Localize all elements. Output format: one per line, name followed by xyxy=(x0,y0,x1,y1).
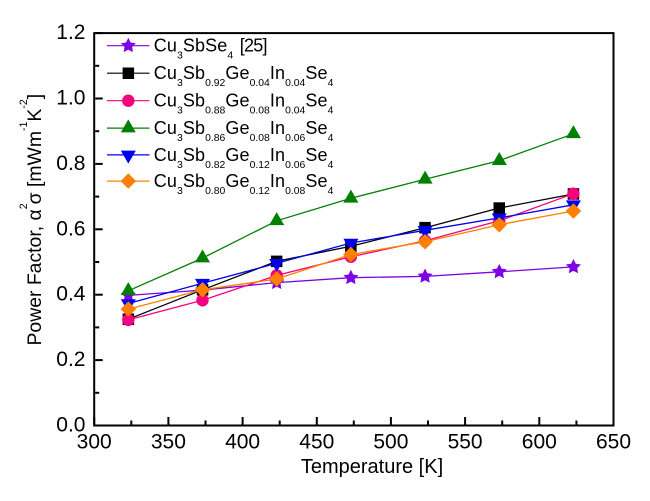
svg-text:Cu3Sb0.86Ge0.08In0.06Se4: Cu3Sb0.86Ge0.08In0.06Se4 xyxy=(154,118,334,144)
svg-text:650: 650 xyxy=(596,431,631,454)
svg-text:Cu3Sb0.92Ge0.04In0.04Se4: Cu3Sb0.92Ge0.04In0.04Se4 xyxy=(154,63,334,89)
svg-text:Power Factor, α2σ [mWm-1K-2]: Power Factor, α2σ [mWm-1K-2] xyxy=(18,94,46,346)
svg-text:Cu3Sb0.88Ge0.08In0.04Se4: Cu3Sb0.88Ge0.08In0.04Se4 xyxy=(154,91,334,117)
svg-text:1.0: 1.0 xyxy=(56,87,85,110)
svg-text:600: 600 xyxy=(522,431,557,454)
svg-text:1.2: 1.2 xyxy=(56,21,85,44)
svg-text:300: 300 xyxy=(77,431,112,454)
svg-text:0.2: 0.2 xyxy=(56,348,85,371)
svg-text:Cu3Sb0.80Ge0.12In0.08Se4: Cu3Sb0.80Ge0.12In0.08Se4 xyxy=(154,171,334,197)
svg-text:350: 350 xyxy=(151,431,186,454)
svg-text:500: 500 xyxy=(373,431,408,454)
svg-text:0.0: 0.0 xyxy=(56,414,85,437)
svg-text:0.8: 0.8 xyxy=(56,152,85,175)
svg-text:0.6: 0.6 xyxy=(56,217,85,240)
svg-text:450: 450 xyxy=(299,431,334,454)
svg-text:400: 400 xyxy=(225,431,260,454)
svg-text:550: 550 xyxy=(448,431,483,454)
svg-text:Cu3Sb0.82Ge0.12In0.06Se4: Cu3Sb0.82Ge0.12In0.06Se4 xyxy=(154,145,334,171)
svg-text:Temperature [K]: Temperature [K] xyxy=(301,456,443,478)
svg-text:Cu3SbSe4 [25]: Cu3SbSe4 [25] xyxy=(154,36,267,62)
svg-text:0.4: 0.4 xyxy=(56,283,86,306)
